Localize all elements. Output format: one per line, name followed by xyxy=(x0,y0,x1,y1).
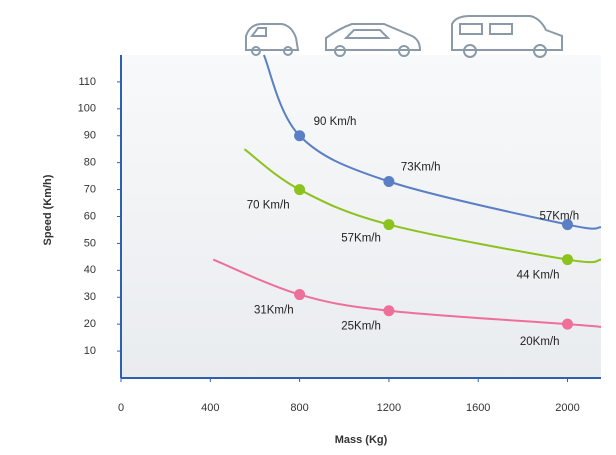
y-tick-label: 40 xyxy=(84,264,96,276)
data-point xyxy=(383,176,395,188)
data-point xyxy=(562,254,574,266)
y-tick-label: 10 xyxy=(84,345,96,357)
y-tick-label: 70 xyxy=(84,183,96,195)
y-tick-label: 80 xyxy=(84,157,96,169)
data-label: 25Km/h xyxy=(341,321,381,333)
x-tick-label: 400 xyxy=(201,402,219,414)
data-point xyxy=(562,318,574,330)
data-point xyxy=(294,130,306,142)
x-tick-label: 2000 xyxy=(555,402,579,414)
data-point xyxy=(383,219,395,231)
data-label: 70 Km/h xyxy=(247,200,290,212)
data-label: 57Km/h xyxy=(341,233,381,245)
data-label: 20Km/h xyxy=(520,336,560,348)
y-tick-label: 110 xyxy=(78,76,96,88)
y-axis-label: Speed (Km/h) xyxy=(42,174,54,245)
y-tick-label: 50 xyxy=(84,237,96,249)
data-point xyxy=(294,184,306,196)
data-point xyxy=(383,305,395,317)
x-axis-label: Mass (Kg) xyxy=(335,434,388,446)
data-point xyxy=(294,289,306,301)
data-label: 73Km/h xyxy=(401,162,441,174)
data-label: 31Km/h xyxy=(254,305,294,317)
data-label: 44 Km/h xyxy=(517,270,560,282)
x-tick-label: 800 xyxy=(290,402,308,414)
data-label: 90 Km/h xyxy=(314,116,357,128)
x-tick-label: 0 xyxy=(118,402,124,414)
y-tick-label: 60 xyxy=(84,210,96,222)
y-tick-label: 20 xyxy=(84,318,96,330)
y-tick-label: 90 xyxy=(84,130,96,142)
x-tick-label: 1600 xyxy=(466,402,490,414)
data-point xyxy=(562,219,574,231)
x-tick-label: 1200 xyxy=(377,402,401,414)
data-label: 57Km/h xyxy=(540,211,580,223)
y-tick-label: 30 xyxy=(84,291,96,303)
y-tick-label: 100 xyxy=(78,103,96,115)
car-icons xyxy=(245,15,563,58)
